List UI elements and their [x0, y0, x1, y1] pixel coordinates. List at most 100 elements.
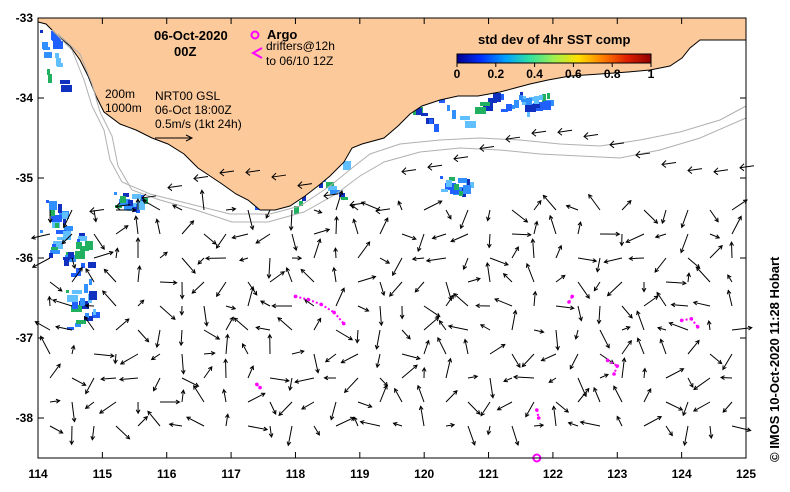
current-arrow [313, 228, 331, 235]
current-arrow [555, 274, 566, 283]
current-arrow [271, 303, 293, 309]
sst-patch [80, 246, 89, 251]
sst-patch [56, 58, 61, 66]
current-arrow [203, 329, 221, 340]
sst-patch [530, 104, 540, 108]
current-arrow [423, 316, 440, 331]
sst-patch [506, 104, 512, 111]
current-arrow [301, 401, 315, 410]
current-arrow [49, 363, 61, 379]
sst-patch [446, 180, 452, 187]
current-arrow [374, 329, 381, 350]
current-arrow [621, 305, 633, 319]
current-arrow [532, 290, 538, 307]
sst-patch [44, 52, 52, 58]
sst-patch [114, 192, 117, 195]
current-arrow [247, 392, 266, 403]
current-arrow [225, 305, 237, 311]
current-arrow [47, 295, 52, 307]
current-arrow [269, 377, 290, 383]
current-arrow [665, 401, 684, 411]
sst-patch [452, 110, 456, 119]
current-arrow [531, 128, 547, 137]
current-arrow [418, 405, 425, 427]
current-arrow [180, 389, 186, 403]
current-arrow [181, 257, 196, 274]
current-arrow [668, 321, 689, 331]
current-arrow [533, 423, 545, 428]
sst-patch [61, 85, 72, 92]
current-arrow [479, 144, 495, 152]
current-arrow [467, 374, 479, 380]
current-arrow [49, 398, 61, 404]
current-arrow [335, 329, 354, 341]
x-tick-label: 121 [479, 467, 499, 481]
current-arrow [84, 401, 95, 409]
current-arrow [375, 353, 381, 369]
current-arrow [193, 384, 205, 403]
current-arrow [654, 233, 667, 239]
current-arrow [247, 425, 269, 432]
current-arrow [670, 302, 689, 308]
current-arrow [540, 353, 557, 362]
current-arrow [333, 247, 338, 259]
current-arrow [577, 221, 583, 235]
current-arrow [660, 209, 667, 225]
current-arrow [355, 329, 360, 344]
current-arrow [423, 200, 443, 211]
drifter-track-segment [333, 311, 345, 325]
current-arrow [425, 257, 447, 263]
sst-patch [514, 100, 519, 108]
current-arrow [731, 425, 752, 433]
sst-patch [80, 298, 85, 306]
x-tick-label: 125 [736, 467, 756, 481]
sst-patch [76, 320, 86, 324]
current-arrow [641, 281, 647, 293]
current-arrow [51, 298, 73, 307]
current-arrow [502, 273, 513, 283]
current-arrow [709, 244, 723, 259]
current-arrow [453, 292, 469, 307]
map-time: 00Z [174, 44, 196, 59]
drifter-track-segment [681, 317, 692, 322]
current-arrow [421, 366, 427, 379]
current-arrow [159, 251, 168, 259]
current-arrow [203, 233, 217, 245]
sst-patch [328, 186, 337, 191]
current-arrow [203, 365, 213, 379]
current-arrow [445, 357, 453, 379]
sst-patch [459, 191, 463, 196]
current-arrow [731, 325, 753, 331]
current-arrow [69, 425, 75, 446]
current-arrow [569, 353, 579, 370]
current-arrow [695, 266, 711, 283]
current-arrow [475, 303, 491, 309]
sst-patch [132, 194, 141, 199]
y-tick-label: -37 [16, 331, 34, 345]
current-arrow [643, 209, 659, 224]
current-arrow [335, 287, 345, 307]
drifters-sub: to 06/10 12Z [266, 54, 333, 68]
depth-1000-label: 1000m [105, 101, 142, 115]
current-arrow [719, 375, 733, 380]
current-arrow [265, 209, 271, 219]
current-arrow [525, 401, 535, 418]
current-arrow [636, 310, 645, 331]
current-arrow [199, 189, 205, 211]
current-arrow [31, 257, 51, 268]
current-arrow [729, 241, 734, 259]
sst-patch [71, 273, 77, 277]
sst-patch [543, 101, 551, 110]
current-arrow [247, 209, 255, 231]
current-arrow [551, 405, 557, 427]
current-arrow [401, 364, 418, 379]
current-arrow [574, 329, 579, 340]
current-arrow [349, 200, 365, 209]
drifter-track-segment [568, 295, 574, 303]
sst-patch [458, 178, 467, 183]
sst-patch [60, 80, 70, 84]
current-arrow [659, 338, 667, 355]
current-arrow [486, 425, 492, 436]
current-arrow [313, 353, 320, 374]
current-arrow [137, 415, 149, 427]
